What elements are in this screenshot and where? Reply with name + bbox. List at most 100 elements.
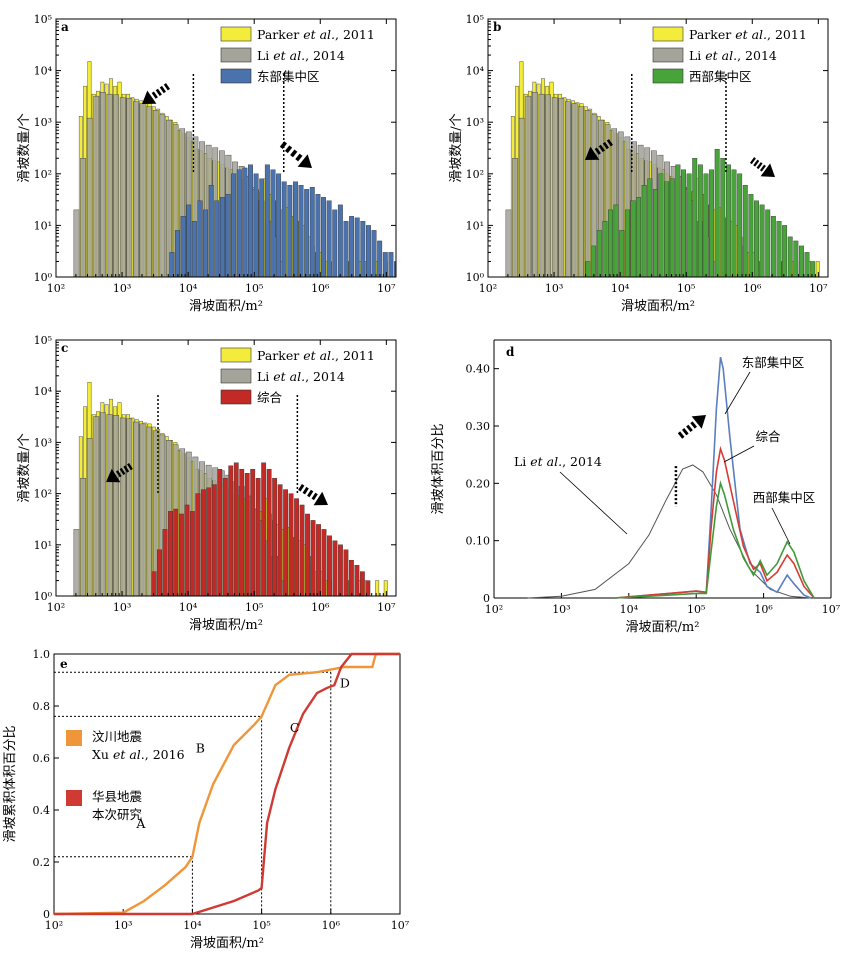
x-tick-label: 10⁴ bbox=[179, 282, 198, 295]
bar bbox=[208, 185, 214, 278]
bar bbox=[578, 106, 585, 278]
legend-label: Parker et al., 2011 bbox=[257, 348, 375, 363]
bar bbox=[299, 504, 305, 597]
bar bbox=[354, 564, 360, 597]
bar bbox=[73, 529, 80, 597]
legend-label: Xu et al., 2016 bbox=[92, 747, 185, 762]
arrow-bulk-icon bbox=[585, 139, 613, 160]
plot-area bbox=[494, 340, 831, 598]
bar bbox=[315, 194, 321, 278]
series-line-3 bbox=[615, 480, 815, 599]
legend-label: 汶川地震 bbox=[92, 729, 143, 744]
label-combined: 综合 bbox=[755, 429, 781, 444]
leader-line bbox=[723, 445, 755, 463]
x-tick-label: 10⁵ bbox=[687, 603, 705, 616]
arrow-tail-icon bbox=[279, 141, 312, 168]
bar bbox=[584, 110, 591, 278]
legend-swatch bbox=[66, 730, 82, 746]
bar bbox=[113, 414, 119, 597]
y-tick-label: 0.30 bbox=[466, 420, 491, 433]
legend-label: 华县地震 bbox=[92, 789, 143, 804]
bar bbox=[310, 520, 316, 597]
bar bbox=[349, 560, 354, 597]
label-li: Li et al., 2014 bbox=[514, 454, 602, 469]
bar bbox=[630, 200, 636, 278]
bar bbox=[759, 204, 765, 278]
y-tick-label: 0.40 bbox=[466, 363, 491, 376]
bar bbox=[793, 240, 799, 278]
bar bbox=[641, 185, 647, 278]
x-tick-label: 10⁶ bbox=[311, 601, 330, 614]
x-tick-label: 10⁷ bbox=[822, 603, 841, 616]
bar bbox=[354, 217, 360, 278]
bar bbox=[197, 200, 203, 278]
bar bbox=[332, 209, 338, 278]
bar bbox=[388, 252, 394, 278]
arrow-tail-icon bbox=[749, 157, 775, 177]
legend-label: 西部集中区 bbox=[689, 69, 752, 84]
bar bbox=[244, 473, 250, 597]
arrow-up-icon bbox=[677, 415, 706, 439]
x-tick-label: 10⁵ bbox=[677, 282, 695, 295]
bar bbox=[203, 209, 209, 278]
bar bbox=[725, 164, 731, 278]
label-west: 西部集中区 bbox=[753, 490, 816, 505]
bar bbox=[596, 230, 602, 278]
y-tick-label: 10³ bbox=[34, 436, 52, 449]
y-tick-label: 10⁰ bbox=[466, 271, 485, 284]
bar bbox=[512, 158, 518, 278]
x-tick-label: 10² bbox=[47, 601, 65, 614]
bar bbox=[697, 164, 703, 278]
series-region bbox=[151, 462, 371, 597]
bar bbox=[571, 103, 578, 278]
bar bbox=[305, 513, 310, 597]
bar bbox=[139, 103, 146, 278]
legend-swatch bbox=[66, 790, 82, 806]
bar bbox=[276, 173, 282, 278]
arrow-bulk-icon bbox=[106, 463, 133, 483]
bar bbox=[365, 225, 371, 278]
bar bbox=[248, 164, 253, 278]
x-tick-label: 10² bbox=[45, 919, 63, 932]
series-line-1 bbox=[54, 652, 400, 916]
x-tick-label: 10⁷ bbox=[809, 282, 828, 295]
bar bbox=[146, 106, 153, 278]
bar bbox=[731, 169, 737, 278]
bar bbox=[309, 186, 315, 278]
bar bbox=[152, 110, 159, 278]
bar bbox=[720, 158, 726, 278]
bar bbox=[139, 423, 146, 597]
bar bbox=[538, 93, 545, 278]
bar bbox=[159, 114, 166, 278]
panel-c: 10² 10³ 10⁴ 10⁵ 10⁶ 10⁷ 10⁰ 10¹ 10² 10³ 10⁴ 10⁵ 滑坡面积… bbox=[17, 334, 397, 633]
bar bbox=[360, 221, 366, 278]
y-axis-label: 滑坡数量/个 bbox=[17, 113, 32, 182]
x-tick-label: 10² bbox=[47, 282, 65, 295]
panel-letter: c bbox=[61, 341, 68, 355]
bar bbox=[80, 158, 86, 278]
legend-swatch bbox=[220, 47, 252, 63]
bar bbox=[288, 493, 294, 597]
bar bbox=[250, 468, 256, 597]
bar bbox=[195, 493, 201, 597]
bar bbox=[742, 185, 748, 278]
bar bbox=[119, 417, 126, 597]
bar bbox=[754, 200, 759, 278]
legend-swatch bbox=[220, 26, 252, 42]
bar bbox=[787, 236, 793, 278]
bar bbox=[242, 167, 248, 278]
y-tick-label: 10² bbox=[34, 168, 52, 181]
bar bbox=[613, 204, 619, 278]
panel-letter: d bbox=[506, 345, 515, 359]
x-tick-label: 10⁵ bbox=[252, 919, 270, 932]
y-tick-label: 10¹ bbox=[34, 219, 52, 232]
y-tick-label: 0.10 bbox=[466, 535, 491, 548]
bar bbox=[270, 169, 276, 278]
y-tick-label: 10² bbox=[34, 488, 52, 501]
y-tick-label: 0.8 bbox=[33, 700, 51, 713]
y-tick-label: 0.6 bbox=[33, 752, 51, 765]
point-label-D: D bbox=[340, 676, 350, 691]
bar bbox=[371, 230, 377, 278]
bar bbox=[647, 178, 653, 278]
